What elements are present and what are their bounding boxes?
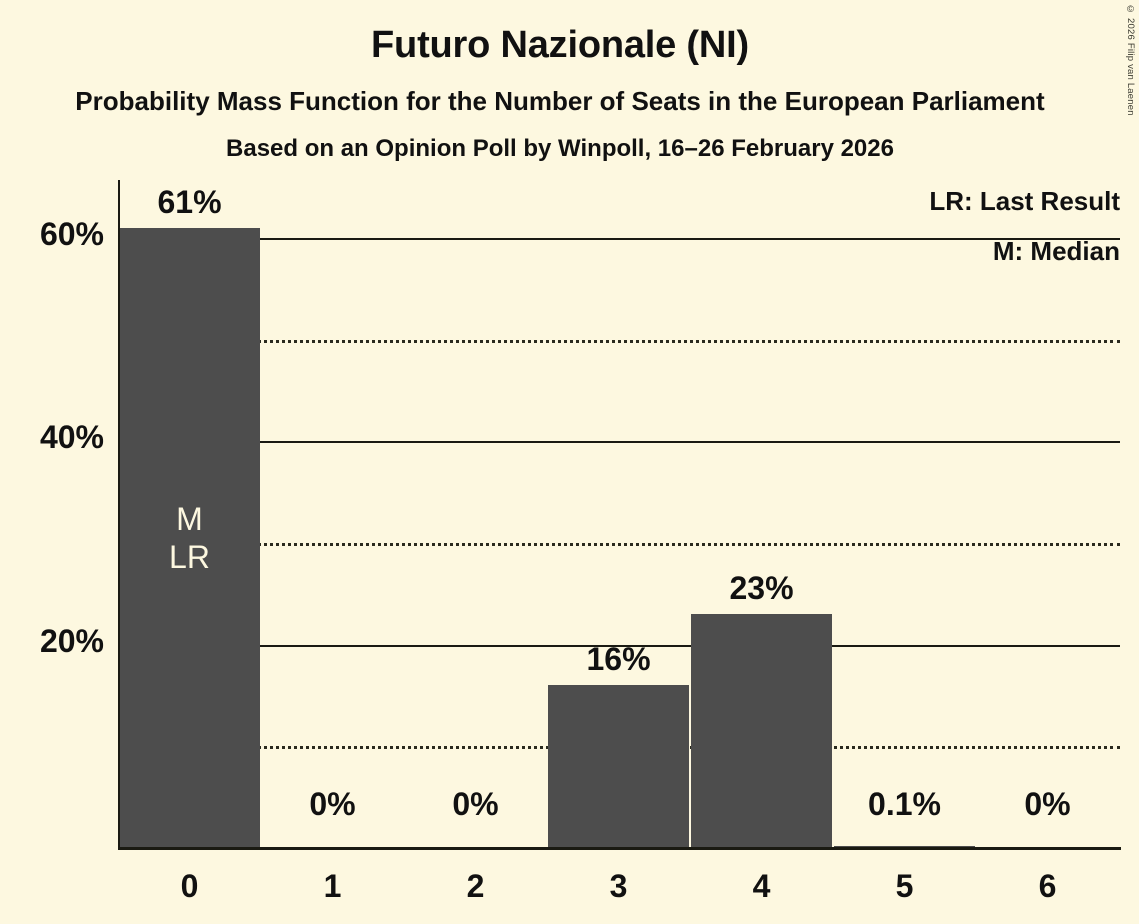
gridline-20pct	[119, 644, 1120, 647]
legend-last-result: LR: Last Result	[929, 186, 1120, 216]
bar-markers-seats-0: M LR	[119, 500, 260, 576]
bar-value-label-seats-4: 23%	[729, 570, 794, 607]
bar-value-label-seats-3: 16%	[586, 641, 651, 678]
x-tick-label-0: 0	[180, 868, 199, 904]
bar-seats-4	[691, 614, 832, 848]
bar-value-label-seats-1: 0%	[309, 786, 356, 822]
copyright-notice: © 2026 Filip van Laenen	[1125, 4, 1136, 116]
chart-title: Futuro Nazionale (NI)	[371, 24, 749, 66]
x-tick-label-4: 4	[752, 868, 771, 904]
x-tick-label-5: 5	[895, 868, 914, 904]
bar-value-label-seats-5: 0.1%	[868, 786, 941, 822]
y-axis-line	[118, 180, 120, 849]
bar-value-label-seats-6: 0%	[1024, 786, 1071, 822]
chart-source-subtitle: Based on an Opinion Poll by Winpoll, 16–…	[226, 135, 894, 162]
bar-value-label-seats-2: 0%	[452, 786, 499, 822]
x-tick-label-6: 6	[1038, 868, 1057, 904]
x-tick-label-3: 3	[609, 868, 628, 904]
bar-marker-m: M	[176, 500, 203, 537]
y-tick-label-20: 20%	[39, 622, 104, 659]
gridline-30pct	[119, 542, 1120, 546]
bar-value-label-seats-0: 61%	[157, 183, 222, 220]
y-tick-label-40: 40%	[39, 419, 104, 456]
bar-marker-lr: LR	[169, 538, 210, 575]
gridline-60pct	[119, 237, 1120, 240]
plot-area: M LR	[119, 180, 1120, 849]
chart-subtitle: Probability Mass Function for the Number…	[75, 86, 1045, 116]
legend-median: M: Median	[992, 236, 1120, 266]
bar-seats-3	[548, 685, 689, 848]
x-tick-label-1: 1	[323, 868, 342, 904]
y-tick-label-60: 60%	[39, 215, 104, 252]
bar-seats-0	[119, 227, 260, 848]
x-tick-label-2: 2	[466, 868, 485, 904]
x-axis-line	[118, 847, 1121, 850]
gridline-50pct	[119, 339, 1120, 343]
gridline-40pct	[119, 441, 1120, 444]
